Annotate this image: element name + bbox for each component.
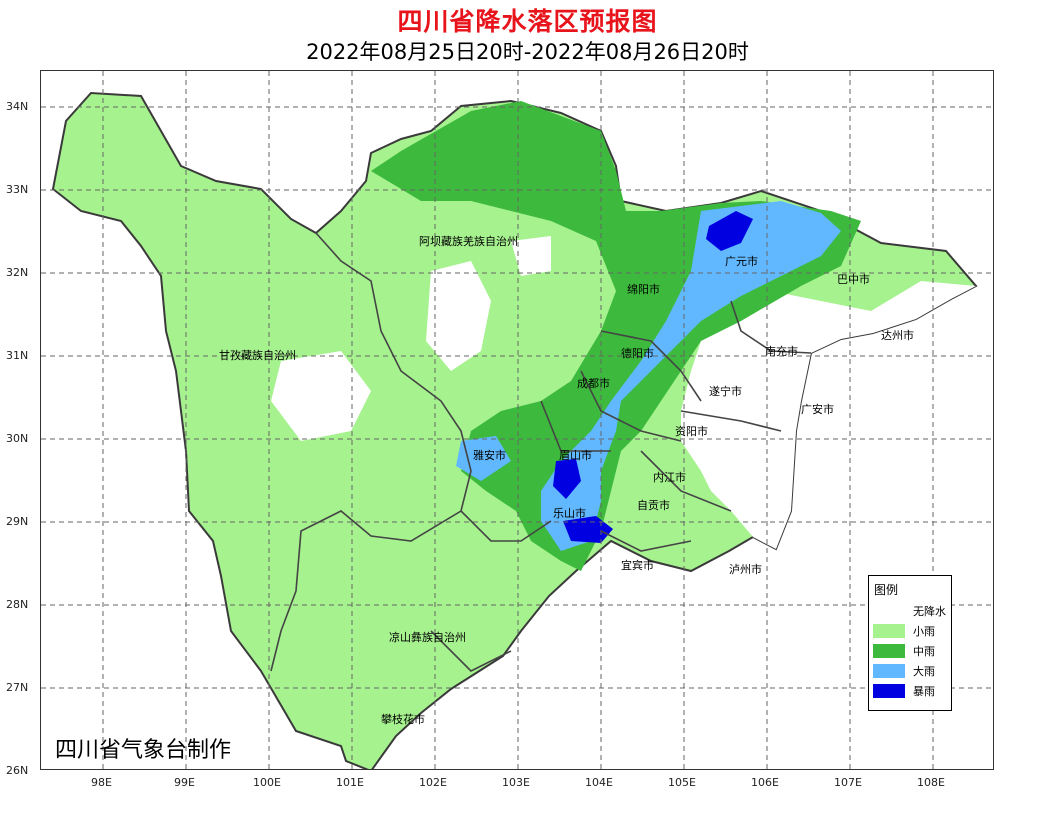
lon-tick-label: 98E: [91, 776, 112, 789]
no-rain-patch: [271, 351, 371, 441]
legend-label: 小雨: [913, 625, 935, 638]
lon-tick-label: 103E: [502, 776, 530, 789]
lat-tick-label: 33N: [6, 183, 29, 196]
city-label: 内江市: [653, 471, 686, 484]
city-label: 绵阳市: [627, 283, 660, 296]
legend-swatch: [873, 684, 905, 698]
lat-tick-label: 28N: [6, 598, 29, 611]
issuer-credit: 四川省气象台制作: [55, 738, 232, 763]
city-label: 眉山市: [559, 449, 592, 462]
lon-tick-label: 101E: [336, 776, 364, 789]
lon-tick-label: 108E: [917, 776, 945, 789]
legend-title: 图例: [874, 583, 899, 597]
legend-label: 中雨: [913, 645, 935, 658]
legend-swatch: [873, 644, 905, 658]
rainstorm-patch: [706, 211, 753, 251]
forecast-period: 2022年08月25日20时-2022年08月26日20时: [306, 40, 749, 64]
legend-swatch: [873, 604, 905, 618]
prefecture-borders: [270, 232, 812, 672]
lon-tick-label: 105E: [668, 776, 696, 789]
city-label: 攀枝花市: [381, 713, 425, 726]
legend-item: 暴雨: [873, 682, 951, 698]
legend-item: 无降水: [873, 602, 951, 618]
lat-tick-label: 26N: [6, 764, 29, 777]
city-label: 雅安市: [473, 449, 506, 462]
no-rain-east: [681, 281, 976, 549]
legend: 图例 无降水 小雨 中雨 大雨 暴雨: [868, 575, 952, 711]
lat-tick-label: 34N: [6, 100, 29, 113]
lat-tick-label: 27N: [6, 681, 29, 694]
lon-tick-label: 99E: [174, 776, 195, 789]
legend-label: 暴雨: [913, 685, 935, 698]
city-label: 乐山市: [553, 507, 586, 520]
no-rain-patch: [426, 261, 491, 371]
city-label: 南充市: [765, 345, 798, 358]
lon-tick-label: 104E: [585, 776, 613, 789]
legend-item: 小雨: [873, 622, 951, 638]
city-label: 德阳市: [621, 347, 654, 360]
lon-tick-label: 107E: [834, 776, 862, 789]
heavy-rain-band: [541, 201, 841, 551]
legend-item: 大雨: [873, 662, 951, 678]
lon-tick-label: 102E: [419, 776, 447, 789]
city-label: 达州市: [881, 329, 914, 342]
legend-swatch: [873, 624, 905, 638]
city-label: 广元市: [725, 255, 758, 268]
legend-label: 大雨: [913, 665, 935, 678]
city-label: 凉山彝族自治州: [389, 631, 466, 644]
legend-label: 无降水: [913, 605, 946, 618]
lon-tick-label: 100E: [253, 776, 281, 789]
lat-tick-label: 29N: [6, 515, 29, 528]
city-label: 成都市: [577, 377, 610, 390]
lat-tick-label: 31N: [6, 349, 29, 362]
rainstorm-patch: [553, 459, 581, 499]
map-title: 四川省降水落区预报图: [397, 7, 658, 36]
city-label: 自贡市: [637, 499, 670, 512]
city-label: 阿坝藏族羌族自治州: [419, 235, 518, 248]
precipitation-map: [41, 71, 993, 769]
lat-tick-label: 32N: [6, 266, 29, 279]
city-label: 甘孜藏族自治州: [219, 349, 296, 362]
legend-swatch: [873, 664, 905, 678]
graticule: [41, 71, 993, 769]
city-label: 泸州市: [729, 563, 762, 576]
legend-item: 中雨: [873, 642, 951, 658]
city-label: 巴中市: [837, 273, 870, 286]
city-label: 广安市: [801, 403, 834, 416]
heavy-rain-patch: [456, 436, 511, 481]
city-label: 遂宁市: [709, 385, 742, 398]
map-frame: 阿坝藏族羌族自治州 甘孜藏族自治州 凉山彝族自治州 攀枝花市 雅安市 眉山市 乐…: [40, 70, 994, 770]
city-label: 宜宾市: [621, 559, 654, 572]
lon-tick-label: 106E: [751, 776, 779, 789]
lat-tick-label: 30N: [6, 432, 29, 445]
city-label: 资阳市: [675, 425, 708, 438]
no-rain-patch: [511, 236, 551, 276]
